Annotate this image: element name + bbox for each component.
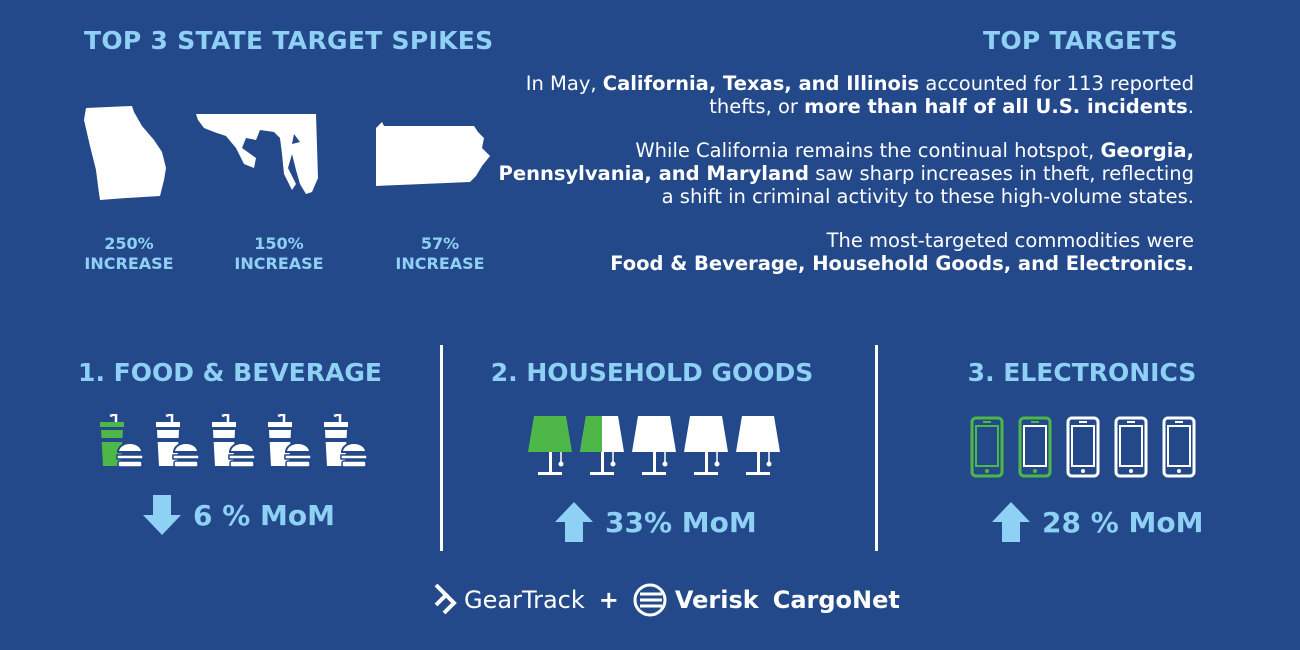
food-icon-row [96,414,376,470]
fast-food-icon [212,414,256,468]
category-electronics-title: 3. ELECTRONICS [967,358,1197,387]
smartphone-icon [1162,416,1196,478]
fast-food-icon [100,414,144,468]
pennsylvania-map-icon [372,120,492,190]
arrow-down-icon [143,495,181,535]
smartphone-icon [1114,416,1148,478]
category-household-title: 2. HOUSEHOLD GOODS [490,358,814,387]
lamp-icon [528,416,572,475]
fast-food-icon [324,414,368,468]
cargonet-brand: CargoNet [772,586,900,614]
lamp-icon [736,416,780,475]
food-stat: 6 % MoM [143,495,335,535]
georgia-percent: 250% [104,234,154,253]
category-food-title: 1. FOOD & BEVERAGE [78,358,382,387]
divider-right [875,345,878,551]
paragraph-commodities: The most-targeted commodities were Food … [610,229,1194,275]
maryland-percent: 150% [254,234,304,253]
household-stat-value: 33% MoM [605,505,757,539]
electronics-stat-value: 28 % MoM [1042,505,1204,539]
lamp-icon-row [528,416,788,478]
states-section-title: TOP 3 STATE TARGET SPIKES [84,26,494,55]
top-targets-title: TOP TARGETS [983,26,1178,55]
lamp-icon [580,416,624,475]
lamp-icon [684,416,728,475]
arrow-up-icon [555,502,593,542]
maryland-increase-label: INCREASE [234,254,324,273]
pennsylvania-increase-label: INCREASE [395,254,485,273]
electronics-stat: 28 % MoM [992,502,1203,542]
food-stat-value: 6 % MoM [193,498,335,532]
georgia-map-icon [82,106,168,200]
plus-sign: + [598,586,619,614]
geartrack-brand: GearTrack [464,586,585,614]
paragraph-shift: While California remains the continual h… [498,139,1194,208]
maryland-map-icon [196,114,320,196]
phone-icon-row [970,416,1210,478]
divider-left [440,345,443,551]
footer-logos: GearTrack + Verisk CargoNet [432,583,900,617]
smartphone-icon [1018,416,1052,478]
lamp-icon [632,416,676,475]
pennsylvania-percent: 57% [420,234,460,253]
georgia-increase-label: INCREASE [84,254,174,273]
smartphone-icon [970,416,1004,478]
arrow-up-icon [992,502,1030,542]
paragraph-may-summary: In May, California, Texas, and Illinois … [525,72,1194,118]
geartrack-logo-icon [434,583,457,615]
verisk-brand: Verisk [674,586,759,614]
fast-food-icon [156,414,200,468]
household-stat: 33% MoM [555,502,757,542]
smartphone-icon [1066,416,1100,478]
verisk-logo-icon [633,583,667,617]
fast-food-icon [268,414,312,468]
